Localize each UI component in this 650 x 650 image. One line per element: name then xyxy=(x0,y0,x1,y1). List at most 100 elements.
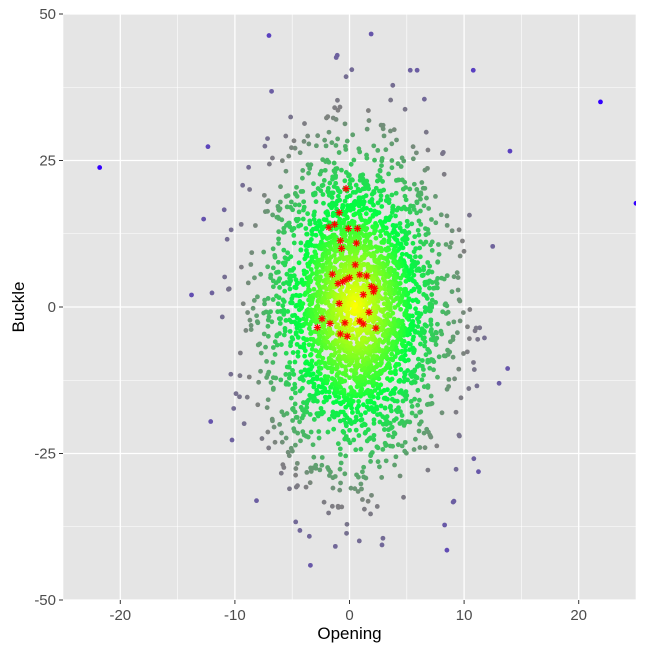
scatter-point xyxy=(396,378,402,384)
scatter-point xyxy=(290,336,296,342)
scatter-point xyxy=(398,164,404,169)
scatter-point xyxy=(347,317,353,323)
scatter-point xyxy=(414,200,420,206)
scatter-point xyxy=(283,317,289,323)
scatter-point xyxy=(336,370,342,375)
scatter-point xyxy=(272,352,278,357)
scatter-point xyxy=(410,337,416,343)
scatter-point xyxy=(382,286,388,292)
scatter-point xyxy=(284,411,290,416)
scatter-point xyxy=(366,186,372,192)
scatter-point xyxy=(287,486,292,492)
scatter-point xyxy=(425,467,431,473)
scatter-point xyxy=(422,343,427,349)
scatter-point xyxy=(363,227,369,233)
scatter-point xyxy=(313,462,319,468)
scatter-point xyxy=(326,159,332,165)
scatter-point xyxy=(410,240,416,246)
scatter-point xyxy=(288,319,294,325)
scatter-point xyxy=(276,269,281,275)
scatter-point xyxy=(338,460,344,466)
scatter-point xyxy=(412,234,418,240)
scatter-point xyxy=(403,278,409,284)
scatter-point xyxy=(354,277,360,282)
scatter-point xyxy=(298,438,303,444)
scatter-point xyxy=(324,345,330,351)
scatter-point xyxy=(266,369,272,375)
scatter-point xyxy=(380,535,386,541)
scatter-point xyxy=(221,207,227,213)
scatter-point xyxy=(334,410,339,416)
scatter-point xyxy=(422,282,428,288)
scatter-point xyxy=(238,221,244,227)
scatter-point xyxy=(389,396,395,402)
scatter-point xyxy=(276,229,282,235)
scatter-point xyxy=(277,285,282,290)
scatter-point xyxy=(255,402,261,408)
y-tick-label: -25 xyxy=(34,446,56,463)
scatter-point xyxy=(422,309,428,314)
scatter-point xyxy=(367,435,373,441)
outlier-point xyxy=(219,314,225,320)
scatter-point xyxy=(354,316,359,322)
scatter-point xyxy=(394,207,400,213)
scatter-point xyxy=(371,353,377,359)
highlight-point xyxy=(363,272,371,280)
scatter-point xyxy=(326,416,332,422)
scatter-point xyxy=(417,254,423,260)
scatter-point xyxy=(417,445,423,450)
scatter-point xyxy=(330,330,335,336)
scatter-point xyxy=(247,317,253,323)
scatter-point xyxy=(319,268,325,274)
scatter-point xyxy=(288,199,294,205)
highlight-point xyxy=(318,315,326,323)
scatter-point xyxy=(399,341,405,347)
scatter-point xyxy=(287,328,293,334)
highlight-point xyxy=(326,319,334,328)
scatter-point xyxy=(350,326,355,332)
highlight-point xyxy=(353,224,362,233)
scatter-point xyxy=(348,385,354,390)
scatter-point xyxy=(270,360,276,365)
scatter-point xyxy=(290,350,296,355)
scatter-point xyxy=(347,207,353,213)
scatter-point xyxy=(343,421,349,426)
scatter-point xyxy=(475,336,481,342)
scatter-point xyxy=(256,379,262,385)
scatter-point xyxy=(268,309,273,315)
scatter-point xyxy=(383,291,389,297)
scatter-point xyxy=(354,340,360,345)
scatter-point xyxy=(415,193,421,198)
scatter-point xyxy=(367,344,372,349)
scatter-point xyxy=(301,199,307,205)
scatter-point xyxy=(465,324,470,330)
scatter-point xyxy=(283,350,289,356)
scatter-point xyxy=(322,137,328,143)
scatter-point xyxy=(433,220,439,226)
scatter-point xyxy=(375,200,381,206)
scatter-point xyxy=(300,429,306,435)
scatter-point xyxy=(428,318,434,324)
scatter-point xyxy=(277,422,283,427)
scatter-point xyxy=(374,404,379,410)
scatter-point xyxy=(356,403,361,409)
scatter-point xyxy=(308,278,314,284)
scatter-point xyxy=(416,218,422,224)
scatter-point xyxy=(363,239,368,245)
scatter-point xyxy=(307,288,312,293)
scatter-point xyxy=(289,300,295,306)
scatter-point xyxy=(334,213,340,219)
scatter-point xyxy=(295,353,301,359)
scatter-point xyxy=(448,240,454,246)
scatter-point xyxy=(357,177,363,183)
scatter-point xyxy=(429,297,435,303)
scatter-point xyxy=(321,323,327,329)
scatter-point xyxy=(254,313,260,319)
scatter-point xyxy=(307,480,313,486)
scatter-point xyxy=(326,129,332,135)
scatter-point xyxy=(299,329,305,334)
scatter-point xyxy=(331,346,337,352)
scatter-point xyxy=(359,417,365,422)
scatter-point xyxy=(368,511,373,517)
outlier-point xyxy=(293,472,299,478)
